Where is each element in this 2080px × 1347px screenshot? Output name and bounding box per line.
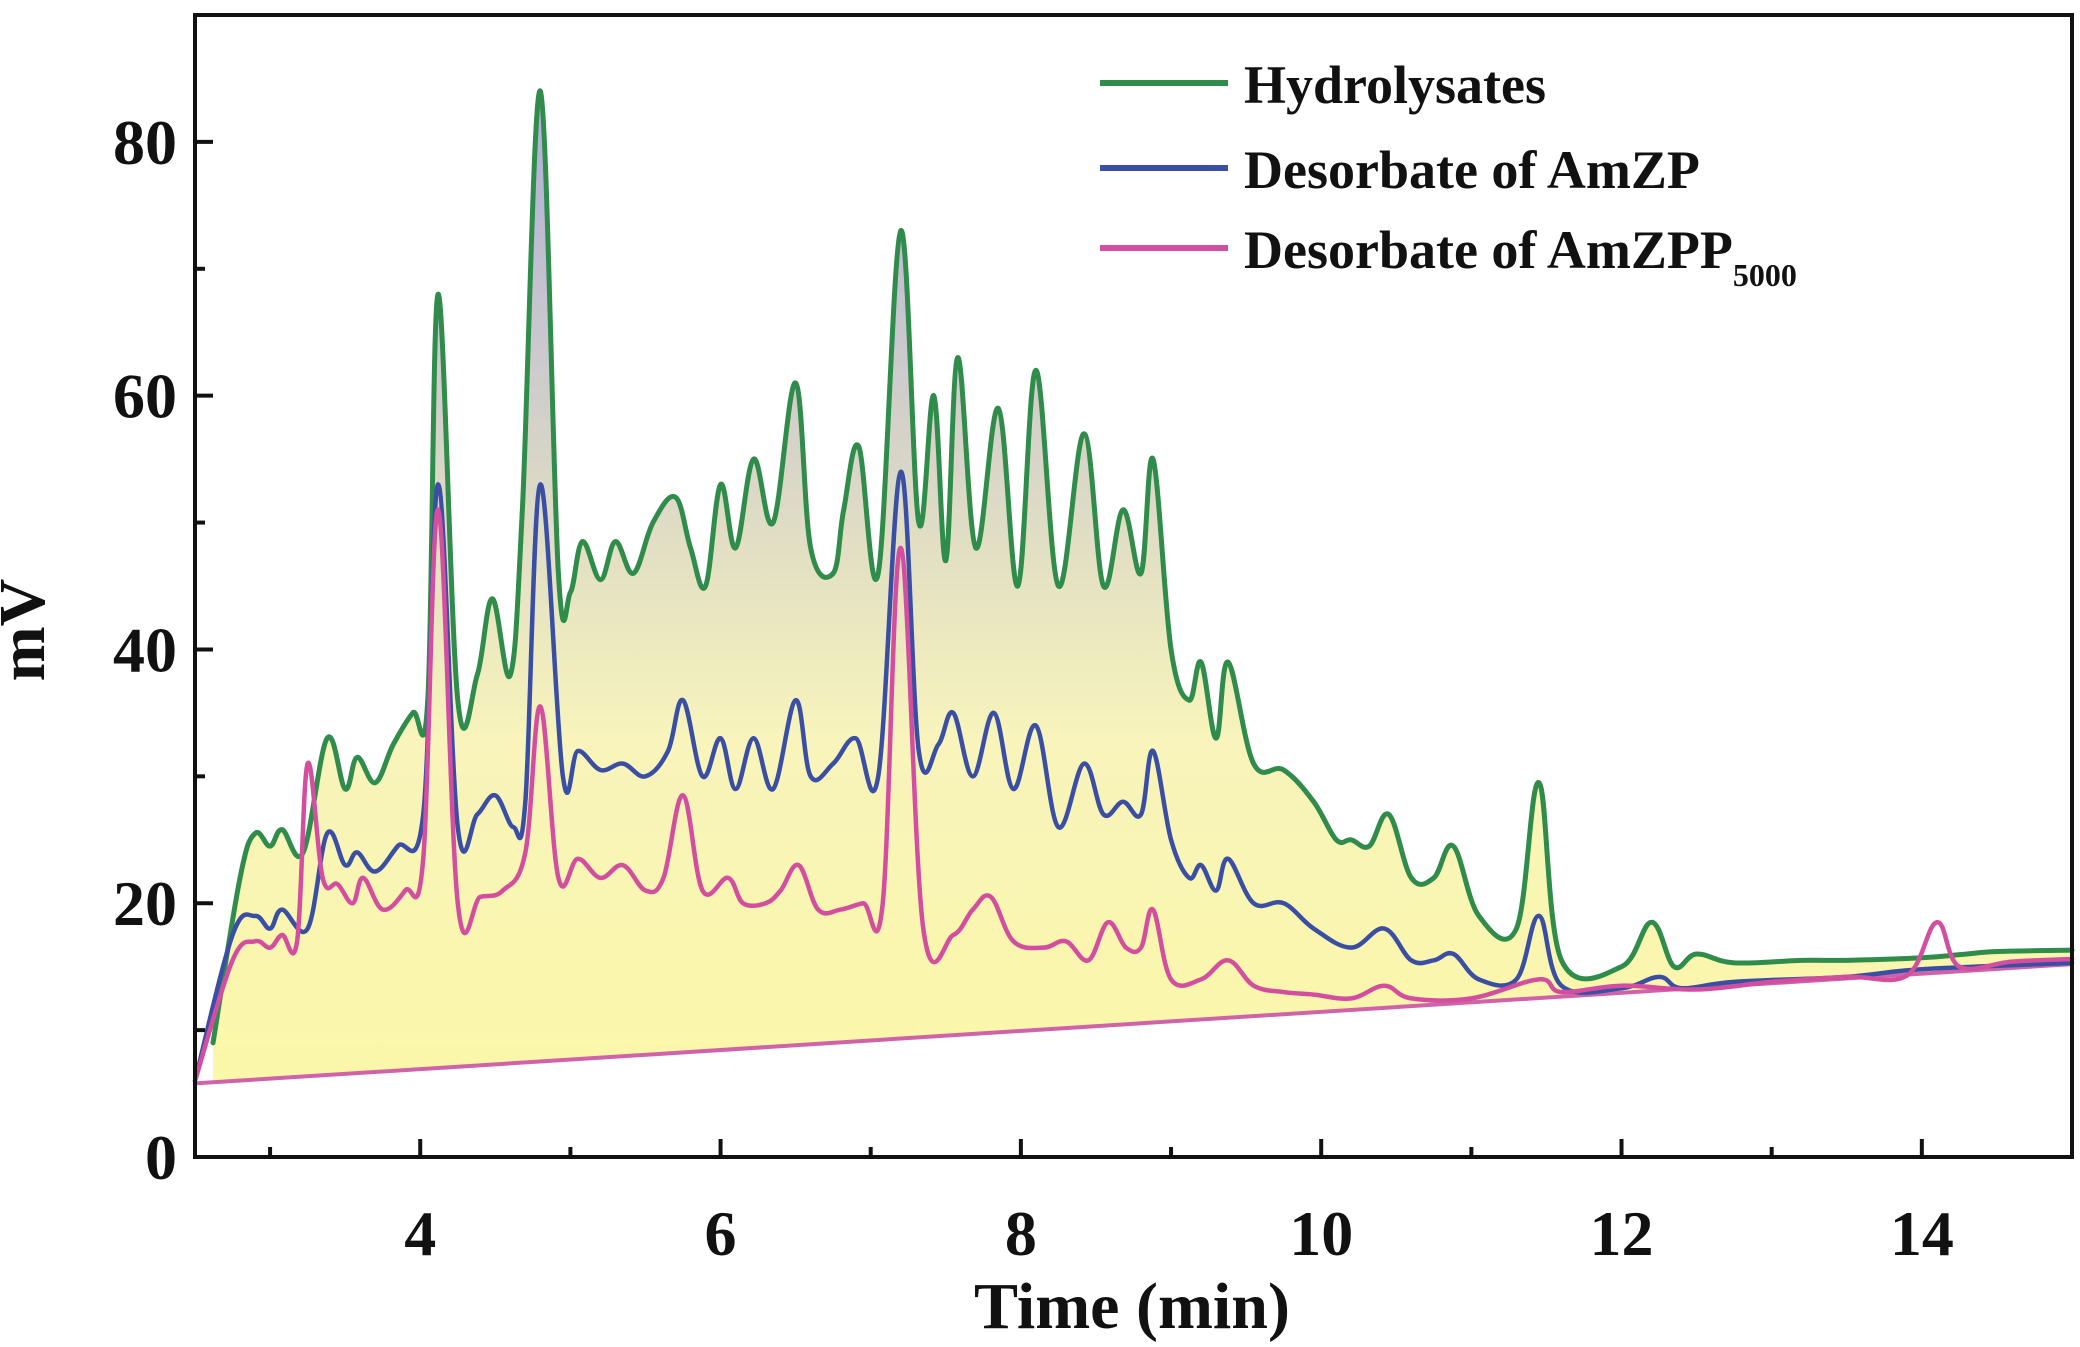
y-tick-label: 0 — [145, 1122, 177, 1193]
legend-label-amzp: Desorbate of AmZP — [1244, 140, 1700, 200]
legend-label-amzpp-main: Desorbate of AmZPP — [1244, 220, 1733, 280]
chromatogram-fill-area — [213, 90, 2072, 1083]
x-tick-label: 4 — [404, 1198, 436, 1269]
x-tick-label: 8 — [1005, 1198, 1037, 1269]
legend-label-hydrolysates: Hydrolysates — [1244, 55, 1546, 115]
legend-label-amzpp5000: Desorbate of AmZPP5000 — [1244, 220, 1797, 293]
series-layer — [192, 88, 2075, 1086]
y-tick-label: 60 — [113, 361, 177, 432]
y-tick-label: 20 — [113, 868, 177, 939]
x-tick-label: 14 — [1890, 1198, 1954, 1269]
y-tick-label: 40 — [113, 614, 177, 685]
legend-label-amzpp-subscript: 5000 — [1733, 257, 1797, 293]
series-line-1 — [192, 469, 2075, 1084]
legend: Hydrolysates Desorbate of AmZP Desorbate… — [1100, 55, 1797, 293]
plot-frame — [193, 13, 2074, 1159]
y-tick-label: 80 — [113, 107, 177, 178]
x-axis-title: Time (min) — [974, 1270, 1290, 1343]
axes-layer: 4 6 8 10 12 14 0 20 40 60 80 — [113, 13, 2074, 1269]
x-tick-label: 6 — [705, 1198, 737, 1269]
y-axis-ticks: 0 20 40 60 80 — [113, 13, 213, 1193]
x-tick-label: 12 — [1590, 1198, 1654, 1269]
series-line-2 — [192, 507, 2075, 1084]
x-axis-ticks: 4 6 8 10 12 14 — [268, 1139, 2074, 1269]
y-axis-title: mV — [0, 579, 59, 682]
x-tick-label: 10 — [1289, 1198, 1353, 1269]
series-line-0 — [210, 88, 2075, 1046]
